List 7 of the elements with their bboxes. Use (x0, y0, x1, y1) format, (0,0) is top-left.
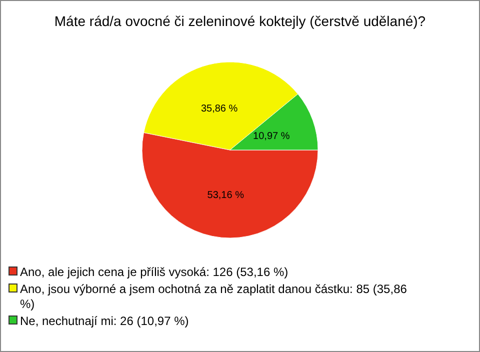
data-label: 35,86 % (200, 103, 238, 114)
legend-label: Ano, ale jejich cena je příliš vysoká: 126 (53,16 %) (20, 265, 288, 279)
data-label: 53,16 % (207, 190, 244, 201)
data-label: 10,97 % (253, 131, 290, 142)
legend-label: Ne, nechutnají mi: 26 (10,97 %) (20, 314, 189, 328)
legend-label: Ano, jsou výborné a jsem ochotná za ně zaplatit danou částku: 85 (35,86 %) (20, 282, 408, 311)
chart-title: Máte rád/a ovocné či zeleninové koktejly (čerstvě udělané)? (54, 13, 426, 29)
